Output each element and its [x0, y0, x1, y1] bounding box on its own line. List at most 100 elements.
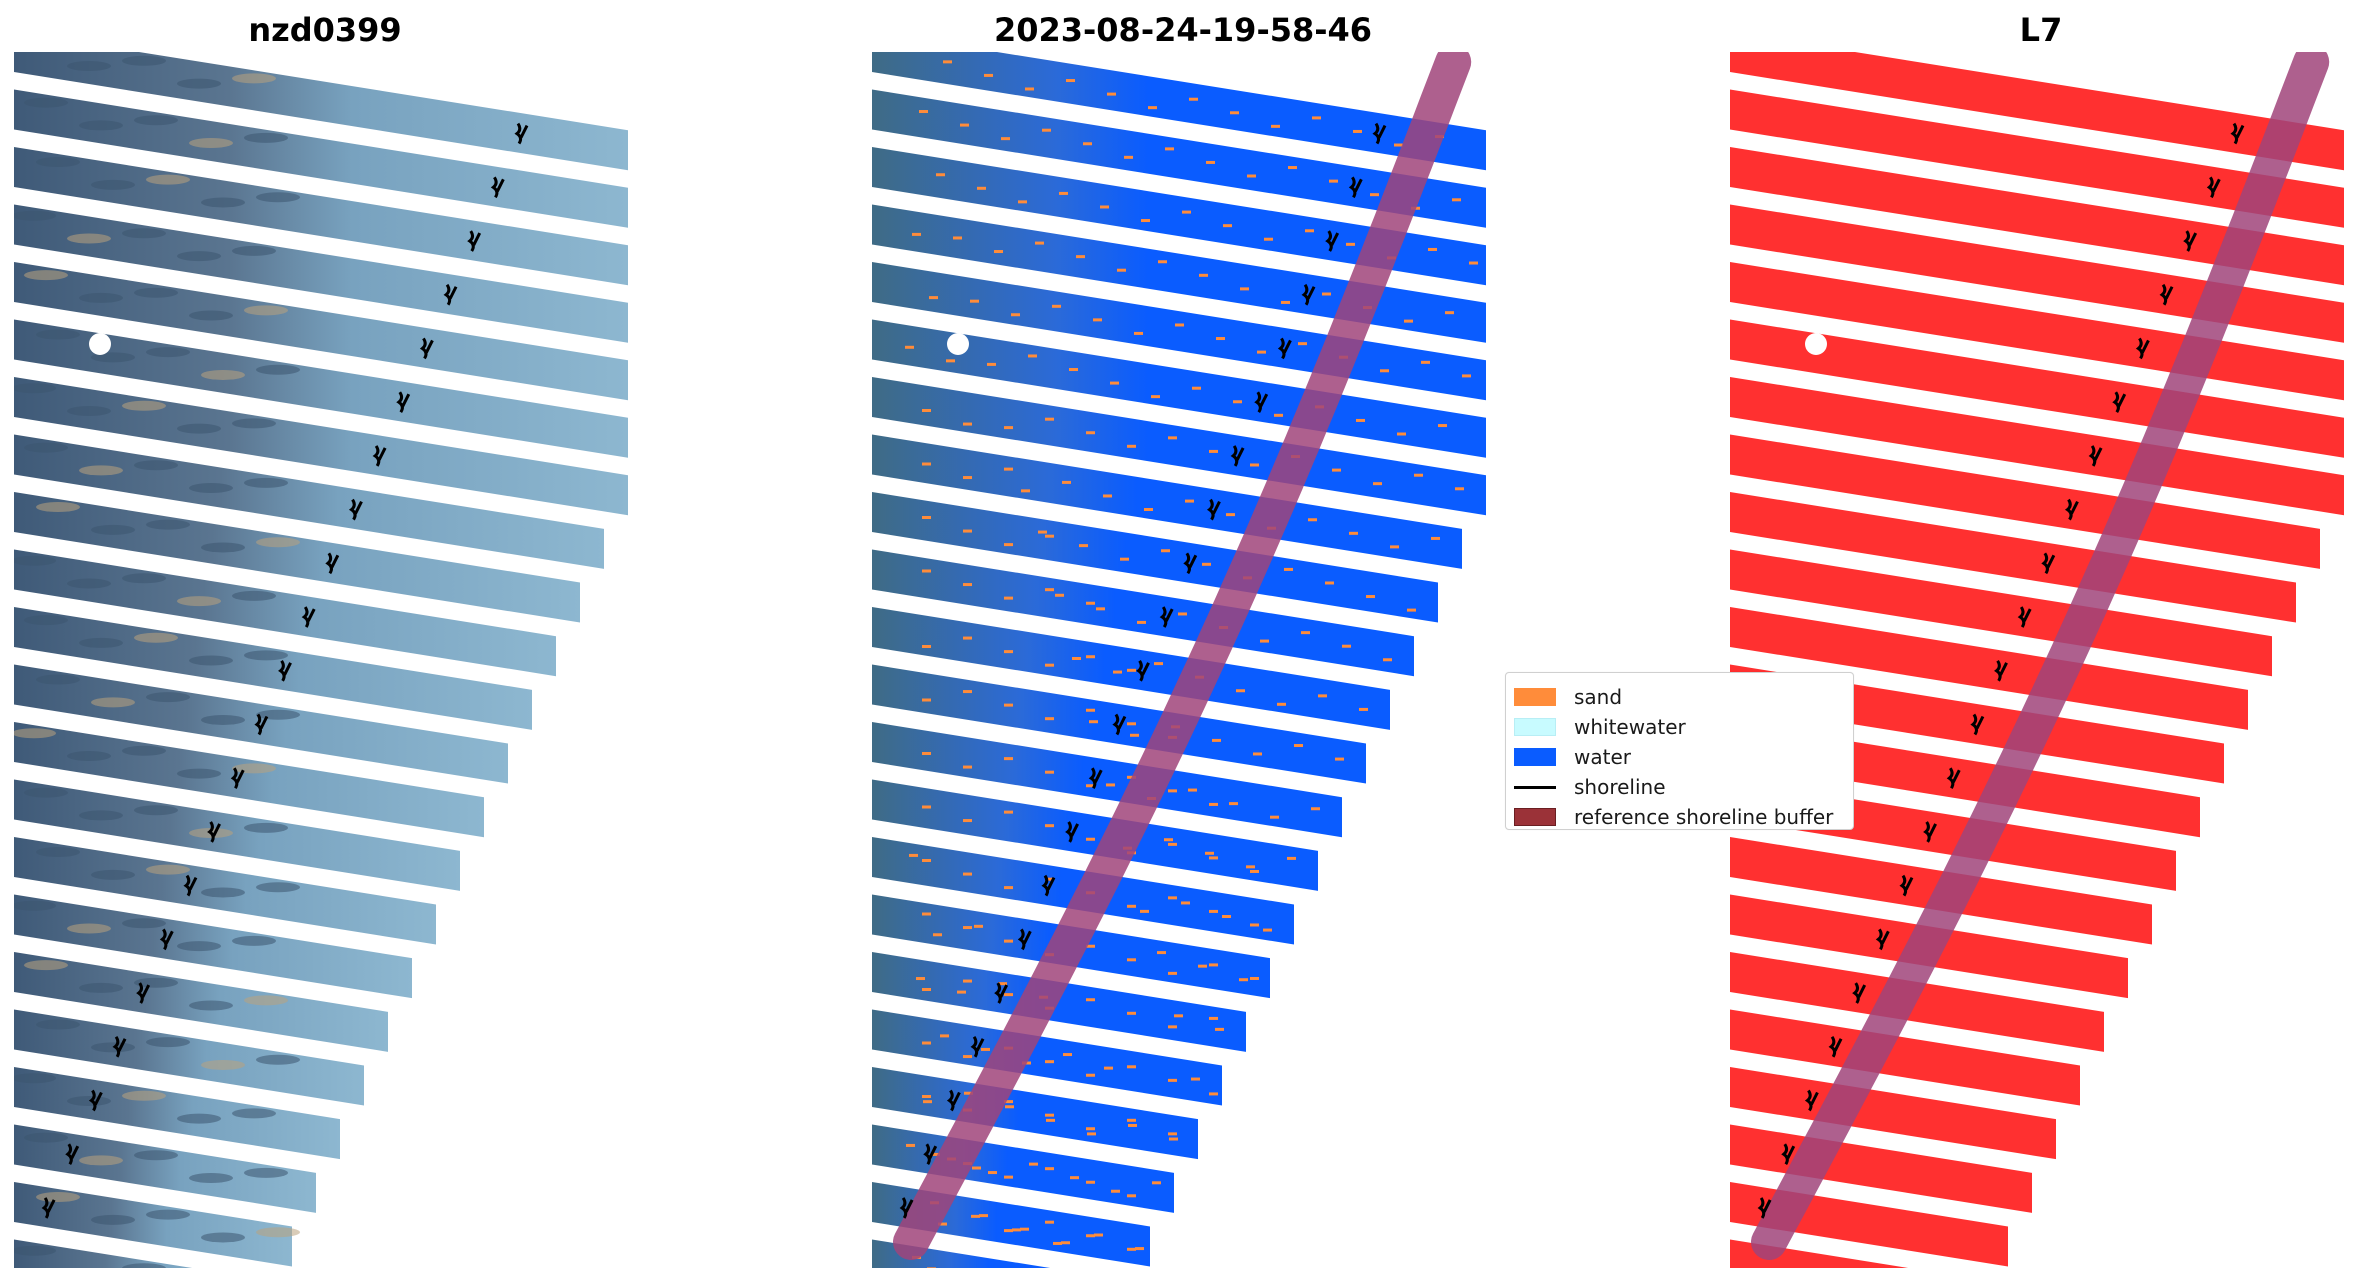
shoreline-segment — [254, 713, 269, 736]
sand-pixel — [1128, 1123, 1137, 1127]
terrain-patch — [232, 1108, 276, 1119]
imaged-band — [1730, 52, 2344, 171]
sand-pixel — [1373, 482, 1382, 486]
sand-pixel — [1164, 838, 1173, 842]
sand-pixel — [1079, 544, 1088, 548]
sand-pixel — [1257, 350, 1266, 354]
sand-pixel — [1004, 1229, 1013, 1233]
terrain-patch — [189, 138, 233, 149]
terrain-patch — [122, 918, 166, 929]
imaged-band — [1730, 319, 2344, 458]
terrain-patch — [177, 423, 221, 434]
sand-pixel — [963, 872, 972, 876]
sand-pixel — [1045, 1113, 1054, 1117]
terrain-patch — [134, 115, 178, 126]
sand-pixel — [1152, 1181, 1161, 1185]
sand-pixel — [1076, 255, 1085, 259]
sand-pixel — [1086, 1073, 1095, 1077]
shoreline-segment — [112, 1035, 127, 1058]
sand-pixel — [906, 1143, 915, 1147]
sand-pixel — [1198, 964, 1207, 968]
sand-pixel — [1168, 1078, 1177, 1082]
terrain-patch — [244, 1167, 288, 1178]
sand-pixel — [1130, 733, 1139, 737]
sand-pixel — [1061, 1241, 1070, 1245]
sand-pixel — [1168, 1132, 1177, 1136]
sand-pixel — [1070, 1176, 1079, 1180]
shoreline-segment — [348, 498, 363, 521]
sand-pixel — [1157, 951, 1166, 955]
shoreline-segment — [1136, 659, 1150, 682]
terrain-patch — [201, 542, 245, 553]
terrain-patch — [14, 728, 56, 739]
sand-pixel — [1113, 670, 1122, 674]
sand-pixel — [922, 409, 931, 412]
sand-pixel — [1182, 210, 1191, 214]
sand-pixel — [1455, 487, 1464, 491]
terrain-patch — [146, 1037, 190, 1048]
sand-pixel — [1253, 752, 1262, 756]
sand-pixel — [1438, 424, 1447, 428]
sand-pixel — [1127, 444, 1136, 448]
sand-pixel — [1247, 174, 1256, 178]
sand-pixel — [1301, 631, 1310, 635]
terrain-patch — [244, 995, 288, 1006]
legend-swatch-reference-buffer — [1514, 808, 1556, 826]
sand-pixel — [1165, 147, 1174, 151]
sand-pixel — [1397, 432, 1406, 436]
sand-pixel — [963, 765, 972, 769]
sand-pixel — [1144, 508, 1153, 512]
imaged-band — [1730, 952, 2104, 1052]
reference-shoreline-buffer — [1751, 52, 2330, 1260]
shoreline-segment — [1065, 821, 1079, 843]
terrain-patch — [134, 632, 178, 643]
shoreline-segment — [923, 1143, 938, 1166]
shoreline-segment — [1277, 337, 1292, 360]
terrain-patch — [67, 751, 111, 761]
sand-pixel — [1349, 531, 1358, 535]
sand-pixel — [957, 990, 966, 994]
sand-pixel — [919, 110, 928, 114]
shoreline-segment — [65, 1143, 80, 1166]
shoreline-segment — [1254, 391, 1269, 414]
terrain-patch — [67, 1096, 111, 1106]
terrain-patch — [91, 1042, 135, 1053]
sand-pixel — [929, 296, 938, 300]
sand-pixel — [1004, 757, 1013, 761]
shoreline-segment — [301, 606, 316, 628]
imaged-band — [14, 664, 508, 784]
sand-pixel — [1117, 268, 1126, 272]
imaged-band — [1730, 89, 2344, 228]
sand-pixel — [1045, 877, 1054, 881]
sand-pixel — [1246, 865, 1255, 869]
terrain-patch — [122, 55, 166, 66]
terrain-patch — [177, 941, 221, 952]
terrain-patch — [134, 1150, 178, 1161]
panel-title-imagery: nzd0399 — [248, 11, 402, 49]
imaged-band — [872, 607, 1390, 730]
sand-pixel — [922, 462, 931, 466]
sand-pixel — [1206, 160, 1215, 164]
terrain-patch — [256, 882, 300, 893]
sand-pixel — [1086, 708, 1095, 712]
shoreline-segment — [2017, 606, 2032, 628]
imaged-band — [1730, 1009, 2080, 1106]
sand-pixel — [1233, 400, 1242, 404]
sand-pixel — [964, 1091, 973, 1095]
legend-line-shoreline — [1514, 785, 1556, 789]
sand-pixel — [1140, 909, 1149, 913]
terrain-patch — [232, 590, 276, 601]
sand-pixel — [1066, 79, 1075, 83]
terrain-patch — [91, 869, 135, 880]
sand-pixel — [1004, 810, 1013, 814]
terrain-patch — [189, 1173, 233, 1184]
sand-pixel — [1469, 261, 1478, 265]
sand-pixel — [912, 232, 921, 236]
sand-pixel — [1110, 381, 1119, 385]
sand-pixel — [1226, 513, 1235, 517]
sand-pixel — [1104, 1066, 1113, 1070]
sand-pixel — [1462, 374, 1471, 378]
imaged-band — [1730, 147, 2344, 286]
sand-pixel — [1127, 1247, 1136, 1251]
sand-pixel — [1103, 494, 1112, 498]
